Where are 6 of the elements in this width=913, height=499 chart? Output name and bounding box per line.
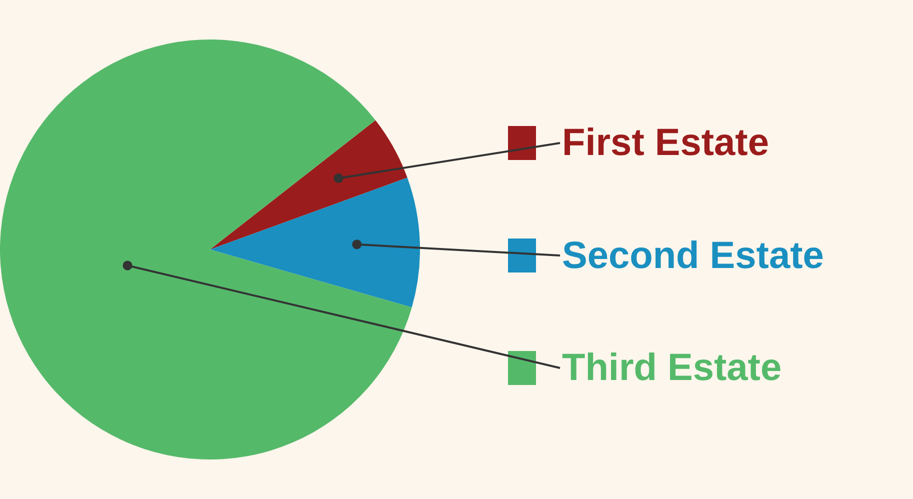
legend-label: Third Estate — [562, 347, 782, 389]
pie-slice — [210, 120, 408, 250]
pie-slice — [0, 40, 412, 460]
legend-label: Second Estate — [562, 235, 824, 277]
pie-slice — [210, 178, 420, 308]
legend-label: First Estate — [562, 122, 769, 164]
